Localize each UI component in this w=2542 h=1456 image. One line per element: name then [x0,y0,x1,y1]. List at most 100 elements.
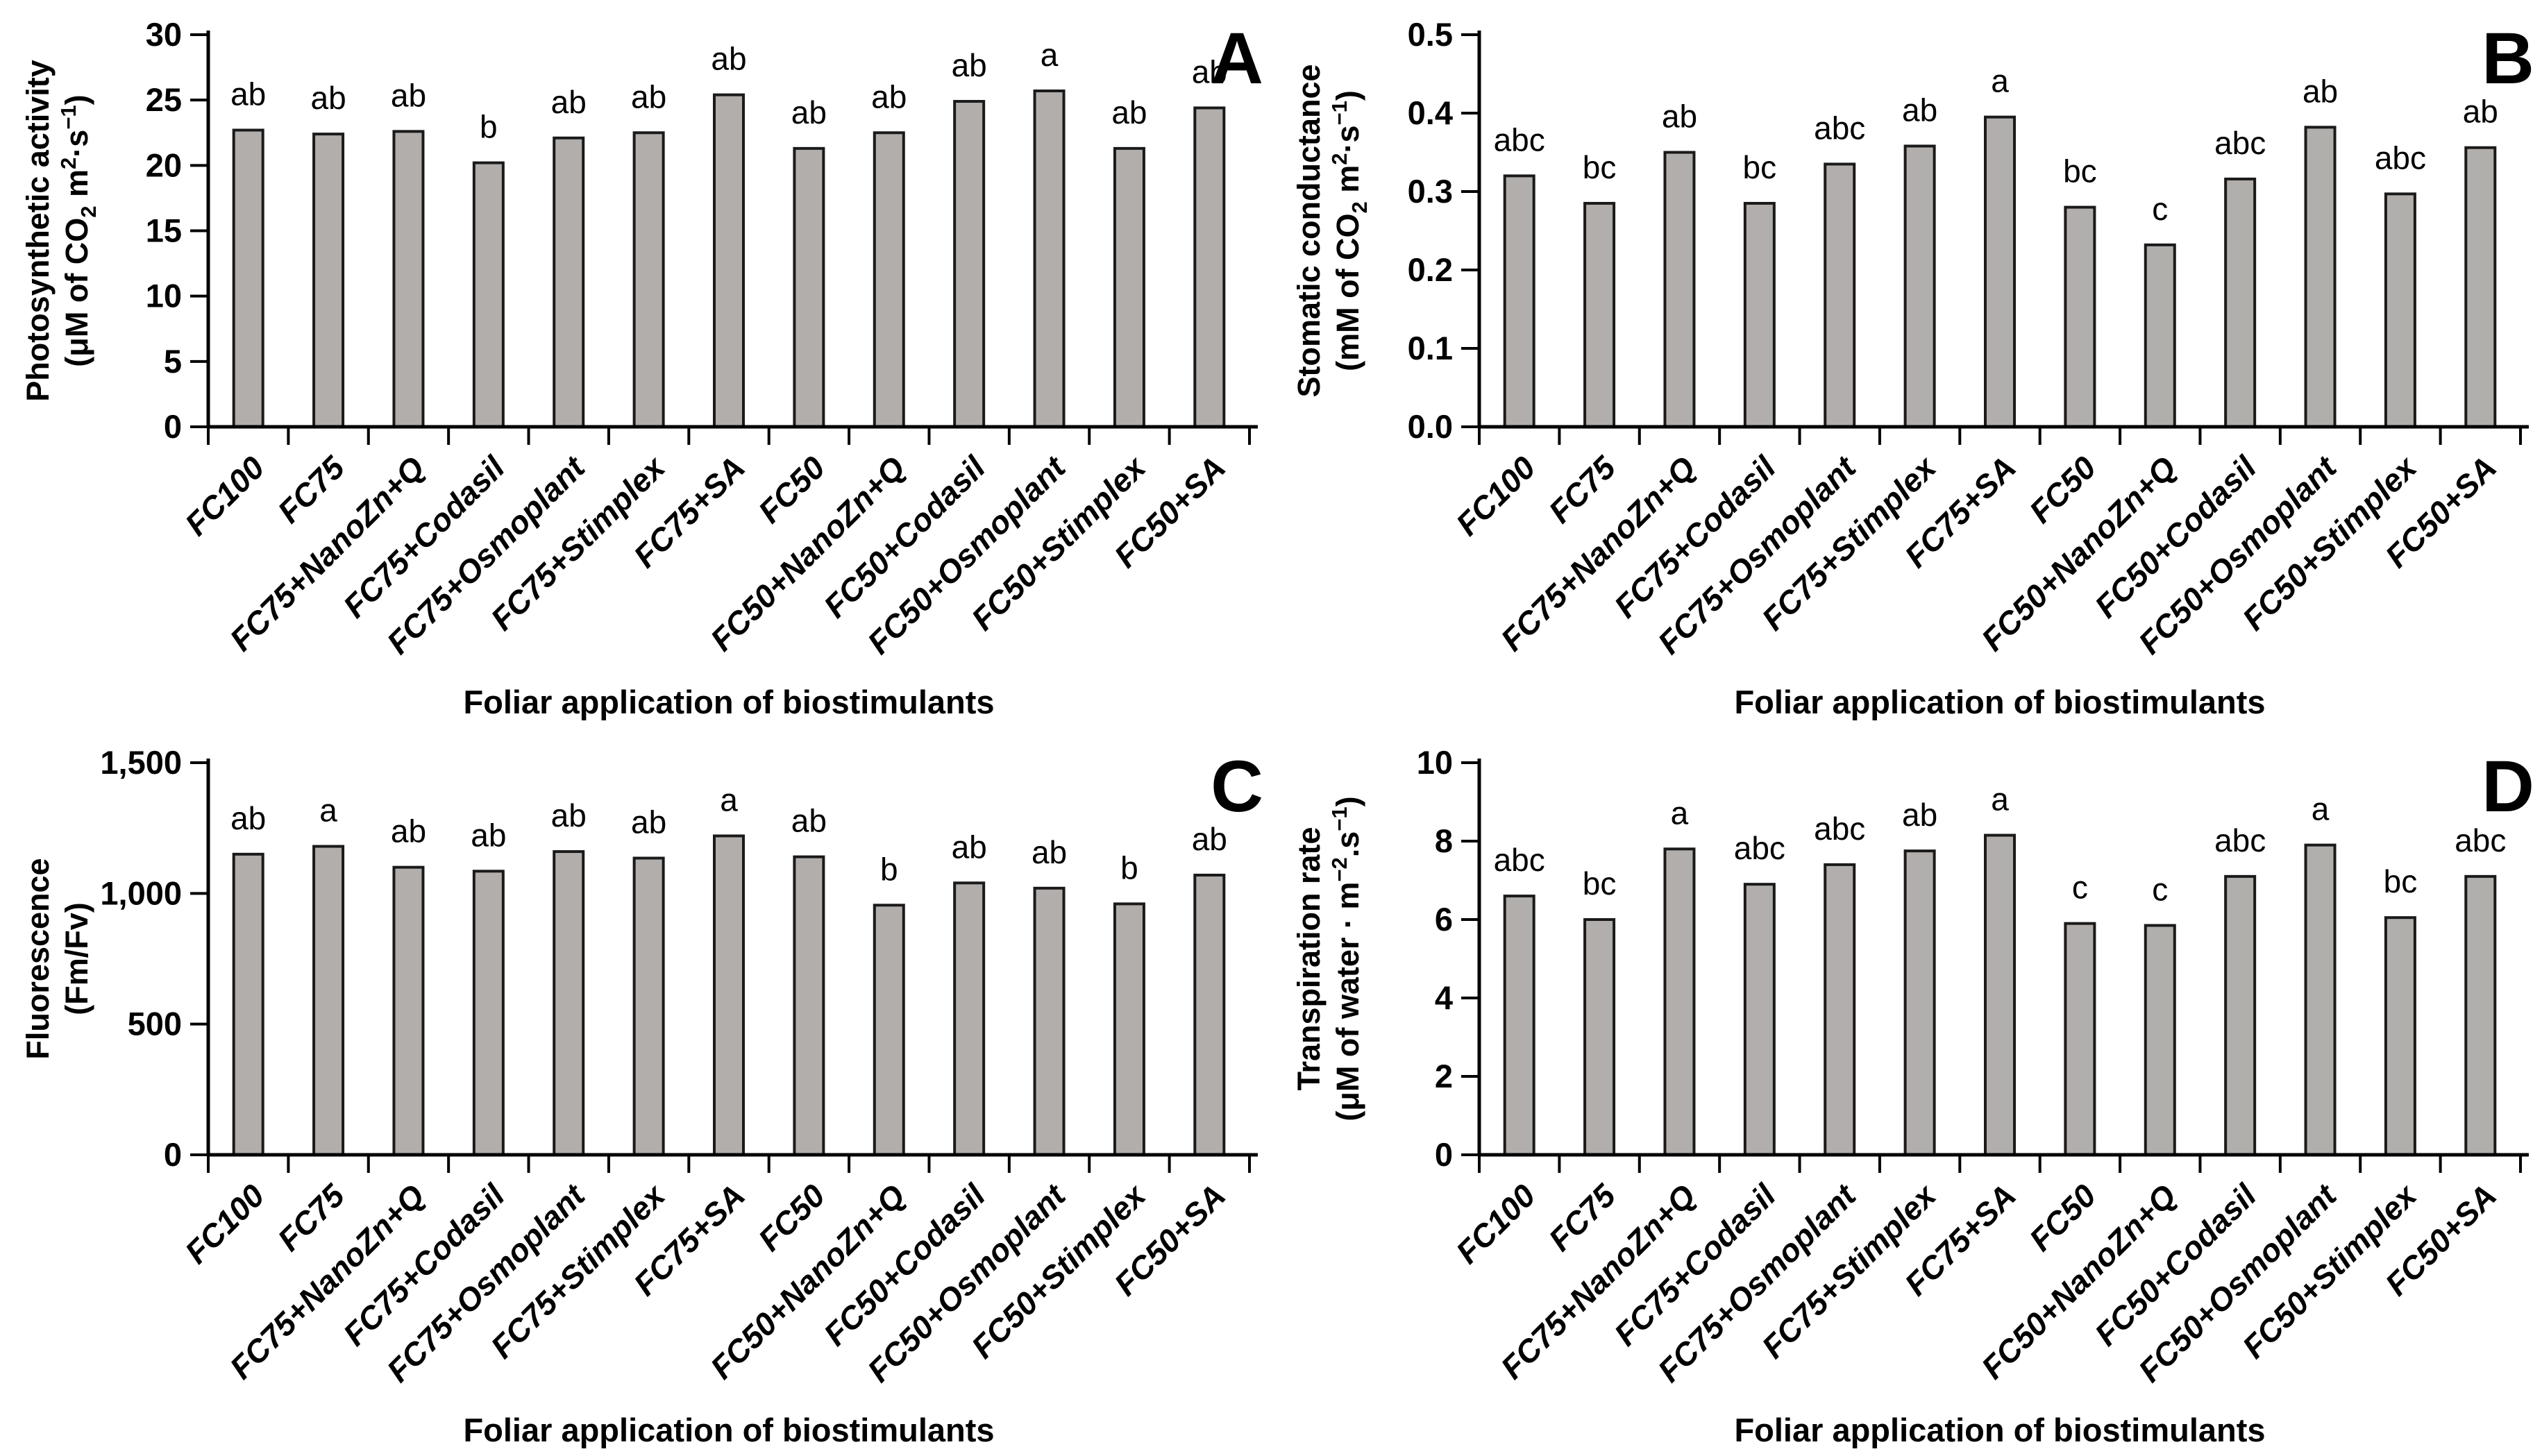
significance-letter: ab [1192,821,1227,857]
y-tick-label: 10 [1417,744,1453,781]
significance-letter: ab [631,804,666,840]
significance-letter: abc [2214,822,2266,858]
bar-FC75 [1583,201,1616,428]
significance-letter: ab [230,800,266,836]
significance-letter: b [1120,849,1138,886]
bar-FC75+Stimplex [1903,144,1936,429]
bar-FC75+Osmoplant [1824,863,1856,1156]
significance-letter: ab [1111,94,1147,130]
x-axis-title: Foliar application of biostimulants [1734,1412,2265,1448]
bar-FC50+Codasil [2224,177,2257,428]
bar-FC50+Stimplex [2384,916,2416,1156]
significance-letter: ab [952,47,987,83]
significance-letter: ab [391,813,426,849]
bar-FC50+NanoZn+Q [2144,243,2176,428]
y-axis-title-line1: Stomatic conductance [1291,64,1327,397]
panel-letter: C [1211,746,1263,827]
y-tick-label: 0.5 [1408,16,1453,53]
y-axis-title-line1: Fluorescence [20,858,56,1059]
significance-letter: ab [310,80,346,116]
significance-letter: abc [1734,830,1785,866]
significance-letter: a [319,793,337,829]
significance-letter: c [2072,870,2088,906]
bar-FC75+SA [713,834,745,1156]
y-tick-label: 2 [1435,1058,1453,1094]
significance-letter: a [1041,37,1059,73]
significance-letter: abc [2375,139,2426,176]
x-category-label: FC100 [1449,1177,1542,1271]
significance-letter: ab [471,817,506,853]
bar-FC75+SA [1984,833,2016,1156]
significance-letter: ab [711,41,746,77]
significance-letter: ab [391,77,426,113]
y-tick-label: 30 [146,16,182,53]
y-axis-title-unit: (μM of CO2 m2·s−1) [56,94,101,366]
bar-FC75 [312,845,345,1157]
panel-letter: B [2482,18,2534,99]
panel-a-chart: 0 5 10 15 20 25 30 Photosynthetic activity (μM o… [0,0,1271,728]
bar-FC75+NanoZn+Q [392,865,425,1157]
significance-letter: abc [2455,822,2506,858]
significance-letter: bc [1583,149,1617,185]
bar-FC50+Stimplex [2384,192,2416,428]
bar-FC50+Stimplex [1113,902,1145,1156]
bar-FC50+Osmoplant [1033,886,1066,1157]
bar-FC75+Codasil [1743,883,1776,1156]
significance-letter: ab [1032,834,1067,870]
significance-letter: ab [2303,73,2338,109]
panel-letter: D [2482,746,2534,827]
x-category-label: FC100 [178,449,271,543]
y-tick-label: 8 [1435,822,1453,859]
bar-FC75+Codasil [1743,201,1776,428]
panel-letter: A [1211,18,1263,99]
bar-FC50+Codasil [953,881,986,1156]
bar-FC50+Osmoplant [2304,126,2337,428]
y-tick-label: 0.1 [1408,330,1453,366]
bar-FC75+Stimplex [1903,849,1936,1156]
bar-FC50+SA [1193,873,1226,1156]
y-tick-label: 20 [146,146,182,183]
significance-letter: a [1671,795,1689,831]
significance-letter: bc [2063,153,2097,189]
bar-FC75+NanoZn+Q [392,130,425,428]
bar-FC75 [1583,918,1616,1156]
y-tick-label: 5 [164,343,182,380]
y-tick-label: 0.4 [1408,94,1453,131]
x-axis-title: Foliar application of biostimulants [463,1412,994,1448]
y-tick-label: 0.3 [1408,173,1453,210]
y-tick-label: 0.2 [1408,251,1453,288]
significance-letter: ab [1902,797,1937,833]
bar-FC75+Osmoplant [553,136,585,429]
bar-FC100 [1503,174,1535,428]
significance-letter: bc [2384,863,2418,899]
y-tick-label: 25 [146,81,182,118]
bar-FC50+SA [1193,106,1226,428]
significance-letter: bc [1743,149,1777,185]
bar-FC50 [793,855,825,1156]
bar-FC100 [232,852,264,1156]
y-tick-label: 0.0 [1408,408,1453,445]
bar-FC75+NanoZn+Q [1663,151,1696,428]
bar-FC75+Codasil [472,870,505,1156]
significance-letter: ab [952,829,987,865]
bar-FC50+Osmoplant [2304,843,2337,1156]
significance-letter: a [720,781,738,818]
y-tick-label: 0 [164,1136,182,1173]
y-axis-title-unit: (Fm/Fv) [59,902,94,1015]
significance-letter: abc [1494,842,1545,878]
y-tick-label: 0 [164,408,182,445]
bar-FC75+Codasil [472,161,505,428]
y-tick-label: 15 [146,212,182,249]
significance-letter: abc [2214,125,2266,161]
bar-FC50+NanoZn+Q [2144,924,2176,1156]
y-axis-title-line1: Photosynthetic activity [20,60,56,402]
significance-letter: abc [1814,811,1865,847]
bar-FC50+Codasil [953,100,986,429]
significance-letter: abc [1494,121,1545,158]
significance-letter: a [1991,781,2009,818]
significance-letter: c [2152,191,2168,227]
bar-FC100 [232,128,264,428]
significance-letter: abc [1814,110,1865,146]
